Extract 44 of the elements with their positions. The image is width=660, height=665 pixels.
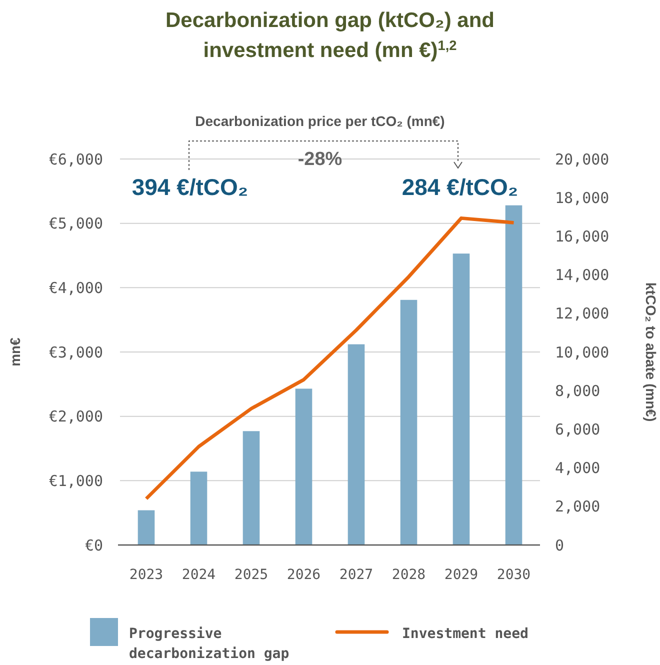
y-tick-label: €6,000 xyxy=(48,150,103,168)
y2-tick-label: 10,000 xyxy=(555,343,610,362)
y2-tick-label: 8,000 xyxy=(555,382,600,400)
bar xyxy=(138,510,155,545)
bar xyxy=(400,300,418,545)
y-tick-label: €0 xyxy=(84,536,103,554)
bar xyxy=(348,344,365,545)
annotation: 394 €/tCO₂ xyxy=(132,174,248,200)
x-tick-label: 2030 xyxy=(496,567,531,583)
y2-tick-label: 2,000 xyxy=(555,498,600,516)
y-tick-label: €5,000 xyxy=(48,214,103,233)
legend-label: Investment need xyxy=(402,626,528,642)
bar xyxy=(190,472,208,545)
y2-axis-title: ktCO₂ to abate (mn€) xyxy=(643,282,659,422)
x-tick-label: 2027 xyxy=(339,567,374,583)
y2-tick-label: 18,000 xyxy=(555,188,610,207)
x-tick-label: 2025 xyxy=(234,567,268,583)
line-series xyxy=(144,216,516,500)
y-tick-label: €2,000 xyxy=(48,408,103,426)
x-tick-label: 2028 xyxy=(392,567,426,583)
y2-tick-label: 4,000 xyxy=(555,459,600,478)
y2-tick-label: 0 xyxy=(555,536,564,554)
legend-label: Progressive decarbonization gap xyxy=(129,626,290,662)
y-tick-label: €4,000 xyxy=(48,278,103,297)
annotation: -28% xyxy=(298,149,342,170)
chart-title: Decarbonization gap (ktCO₂) and investment need (mn €)$^{1,2}$ xyxy=(165,9,495,62)
x-tick-label: 2026 xyxy=(286,567,321,583)
y2-tick-label: 14,000 xyxy=(555,266,610,284)
y-tick-label: €1,000 xyxy=(48,472,103,490)
x-tick-label: 2024 xyxy=(182,567,216,583)
y2-tick-label: 16,000 xyxy=(555,227,610,246)
y2-tick-label: 12,000 xyxy=(555,304,610,323)
x-tick-label: 2029 xyxy=(444,567,478,583)
bar xyxy=(452,254,470,545)
bar xyxy=(242,431,260,545)
x-tick-label: 2023 xyxy=(129,567,164,583)
y-axis-title: mn€ xyxy=(7,337,23,366)
bar xyxy=(295,388,312,545)
y2-tick-label: 6,000 xyxy=(555,420,600,438)
bar xyxy=(505,205,522,545)
y-tick-label: €3,000 xyxy=(48,343,103,362)
y2-tick-label: 20,000 xyxy=(555,150,610,168)
annotation: 284 €/tCO₂ xyxy=(402,174,518,200)
text: Decarbonization price per tCO₂ (mn€) xyxy=(195,113,445,129)
